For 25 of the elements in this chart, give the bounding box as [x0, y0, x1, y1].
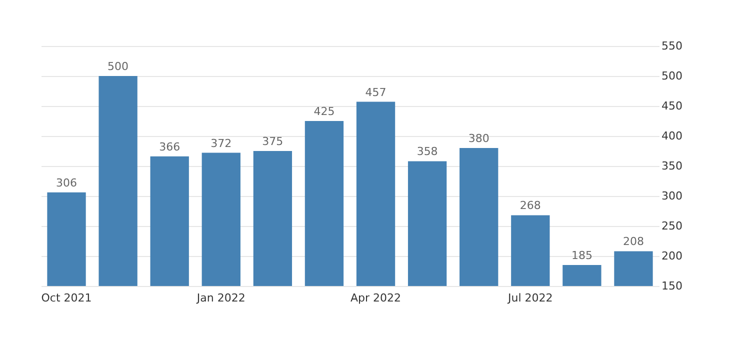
- y-tick-label: 550: [662, 40, 682, 52]
- data-label: 372: [210, 136, 232, 150]
- x-tick-label: Oct 2021: [41, 292, 92, 304]
- data-label: 375: [262, 135, 284, 148]
- data-label: 500: [108, 60, 129, 73]
- data-label: 185: [571, 249, 592, 262]
- y-tick-label: 450: [662, 100, 682, 112]
- y-tick-label: 500: [662, 70, 682, 82]
- data-label: 366: [159, 140, 180, 154]
- data-label: 208: [622, 235, 644, 248]
- data-label: 306: [56, 176, 78, 190]
- y-tick-label: 250: [662, 220, 682, 232]
- data-label: 358: [416, 145, 438, 158]
- x-tick-label: Apr 2022: [350, 292, 402, 304]
- data-label: 268: [520, 199, 541, 212]
- x-tick-label: Jan 2022: [196, 292, 246, 304]
- x-tick-label: Jul 2022: [507, 292, 553, 304]
- y-tick-label: 200: [662, 250, 682, 262]
- y-tick-label: 150: [662, 280, 682, 292]
- y-tick-label: 300: [662, 190, 682, 202]
- data-label: 380: [468, 132, 490, 145]
- data-label: 457: [365, 86, 386, 99]
- y-tick-label: 350: [662, 160, 682, 172]
- y-tick-label: 400: [662, 130, 682, 142]
- data-label: 425: [314, 105, 335, 118]
